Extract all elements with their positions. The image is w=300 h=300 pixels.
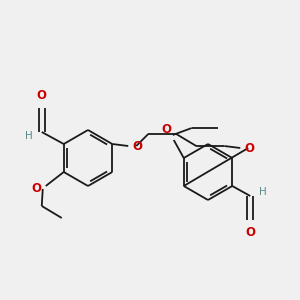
Text: O: O: [32, 182, 42, 194]
Text: O: O: [162, 123, 172, 136]
Text: H: H: [259, 187, 267, 197]
Text: O: O: [37, 89, 47, 102]
Text: O: O: [244, 142, 254, 154]
Text: O: O: [245, 226, 255, 239]
Text: H: H: [25, 131, 33, 141]
Text: O: O: [132, 140, 142, 152]
